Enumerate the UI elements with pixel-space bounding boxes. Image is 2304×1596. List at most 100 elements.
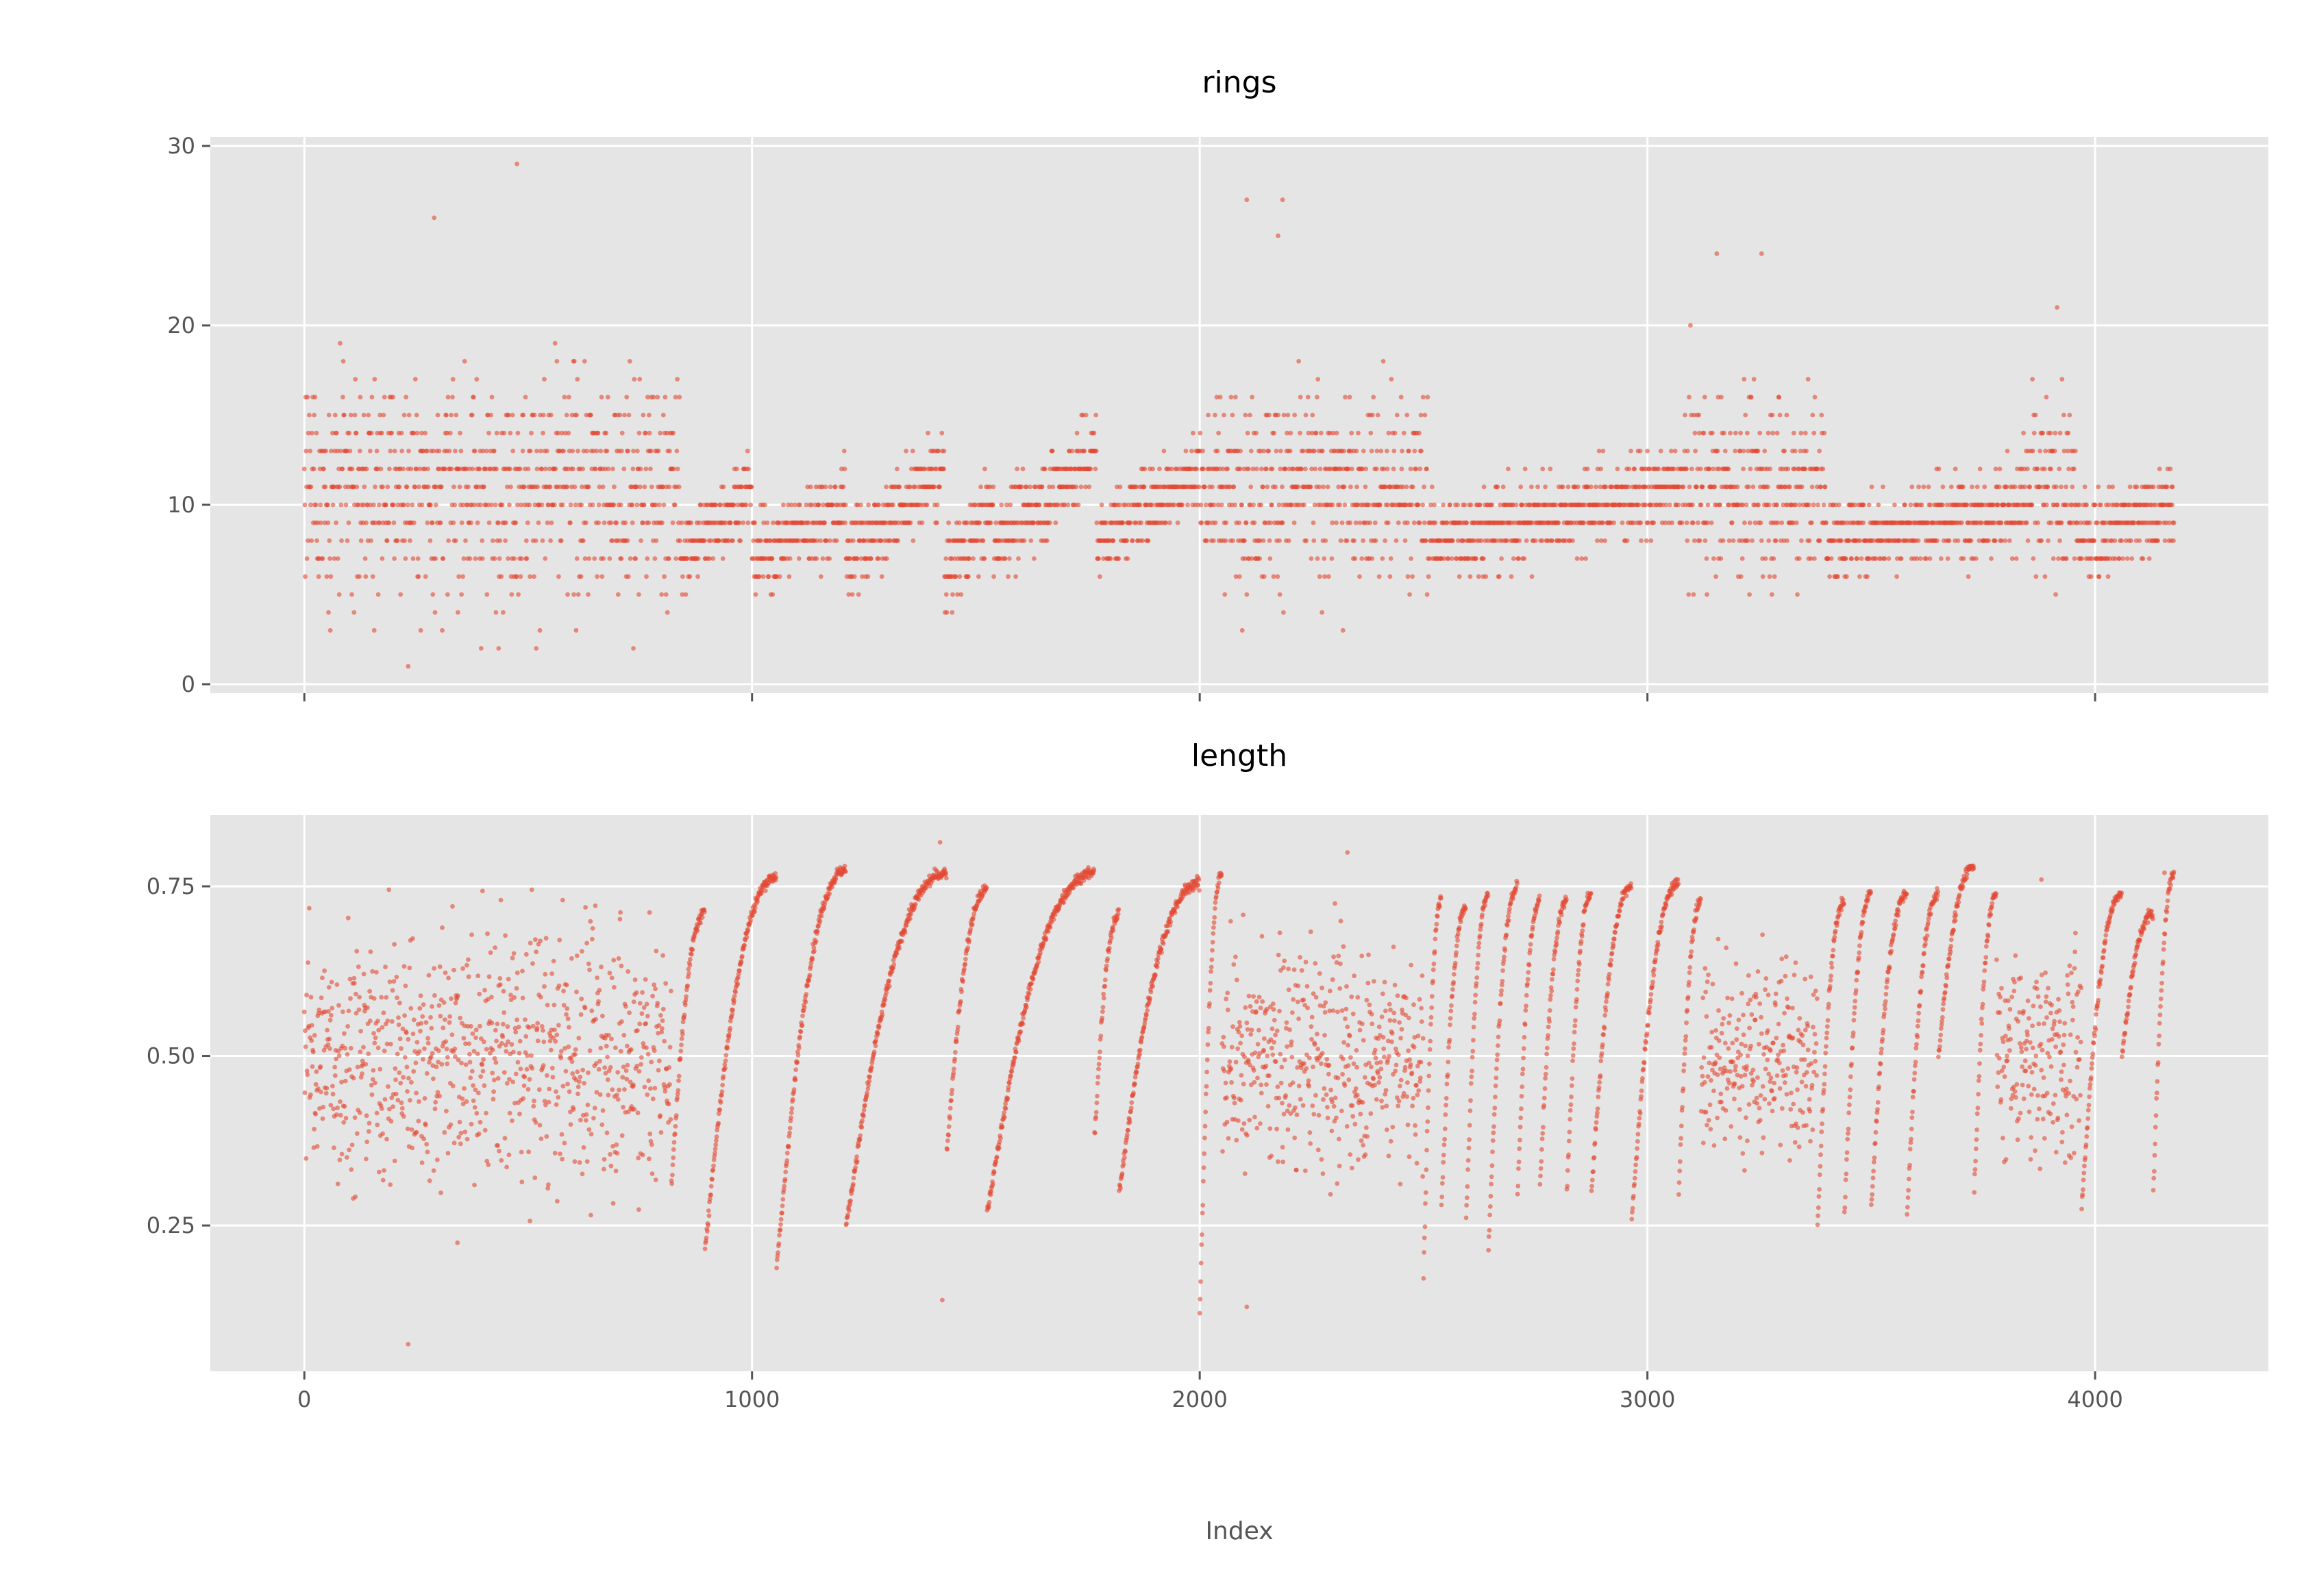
rings-point [1360,466,1365,471]
rings-point [475,520,480,525]
rings-point [361,412,367,418]
length-point [349,1143,355,1147]
rings-point [552,340,558,346]
rings-point [639,538,643,543]
rings-point [565,592,570,597]
length-point [541,1063,546,1068]
length-point [468,1023,473,1029]
rings-point [575,449,580,453]
rings-point [637,377,643,382]
rings-point [1535,484,1540,490]
rings-point [1093,466,1098,471]
length-point [447,1020,452,1025]
length-point [352,981,357,986]
rings-point [1310,412,1315,418]
rings-point [436,449,442,453]
rings-point [897,484,902,490]
rings-point [1496,574,1502,579]
rings-point [1766,430,1771,436]
rings-point [308,484,314,490]
rings-point [1278,449,1283,453]
rings-point [756,574,762,579]
rings-point [347,449,353,453]
rings-point [1214,395,1219,400]
rings-point [306,538,310,543]
rings-point [451,484,456,490]
length-point [507,1110,512,1116]
length-point [586,961,591,967]
rings-point [406,412,412,418]
rings-point [1835,574,1840,579]
length-point [482,1083,487,1088]
rings-point [1529,574,1535,579]
rings-point [1809,520,1814,525]
rings-point [1579,556,1585,561]
rings-point [468,520,473,525]
rings-point [430,520,435,525]
rings-point [625,449,631,453]
rings-point [652,556,658,561]
rings-point [423,430,428,436]
rings-point [660,520,665,525]
rings-point [1444,520,1450,525]
rings-point [761,520,767,525]
rings-point [1824,520,1829,525]
length-point [556,1095,561,1100]
rings-point [1002,556,1008,561]
rings-point [1200,449,1206,453]
rings-point [599,395,604,400]
length-point [588,919,593,924]
rings-point [354,484,360,490]
length-point [543,936,549,941]
rings-point [828,538,832,543]
rings-point [1318,430,1324,436]
rings-point [1322,574,1327,579]
length-point [323,1090,329,1096]
rings-point [2171,520,2177,525]
length-point [636,1156,641,1160]
rings-point [340,466,345,471]
rings-point [753,592,758,597]
rings-point [1404,412,1410,418]
rings-point [524,556,530,561]
rings-point [830,502,835,508]
rings-point [630,502,634,508]
rings-point [698,502,703,508]
length-point [336,1003,341,1008]
rings-point [2043,449,2048,453]
rings-point [377,520,382,525]
rings-point [1811,430,1817,436]
rings-point [432,215,437,221]
length-point [463,1062,469,1067]
rings-point [1849,556,1855,561]
rings-point [1609,484,1615,490]
rings-point [579,502,584,508]
length-point [339,1151,345,1157]
rings-point [1047,520,1052,525]
rings-point [1785,466,1791,471]
rings-point [573,627,579,633]
length-point [385,1018,391,1023]
length-point [613,1045,618,1050]
rings-point [472,449,478,453]
length-point [530,1066,535,1071]
rings-point [720,556,726,561]
rings-point [520,449,525,453]
rings-point [956,520,962,525]
length-xtick-label: 2000 [1172,1386,1227,1412]
rings-point [2031,430,2037,436]
rings-point [1738,574,1744,579]
rings-point [484,449,489,453]
length-point [506,977,511,982]
length-point [589,1212,593,1218]
length-point [381,1010,386,1016]
length-point [501,1010,507,1015]
rings-point [1648,538,1654,543]
rings-point [1266,449,1272,453]
rings-point [771,520,776,525]
rings-point [314,538,319,543]
rings-point [501,430,507,436]
rings-point [924,502,930,508]
rings-point [314,430,319,436]
rings-point [1959,520,1964,525]
